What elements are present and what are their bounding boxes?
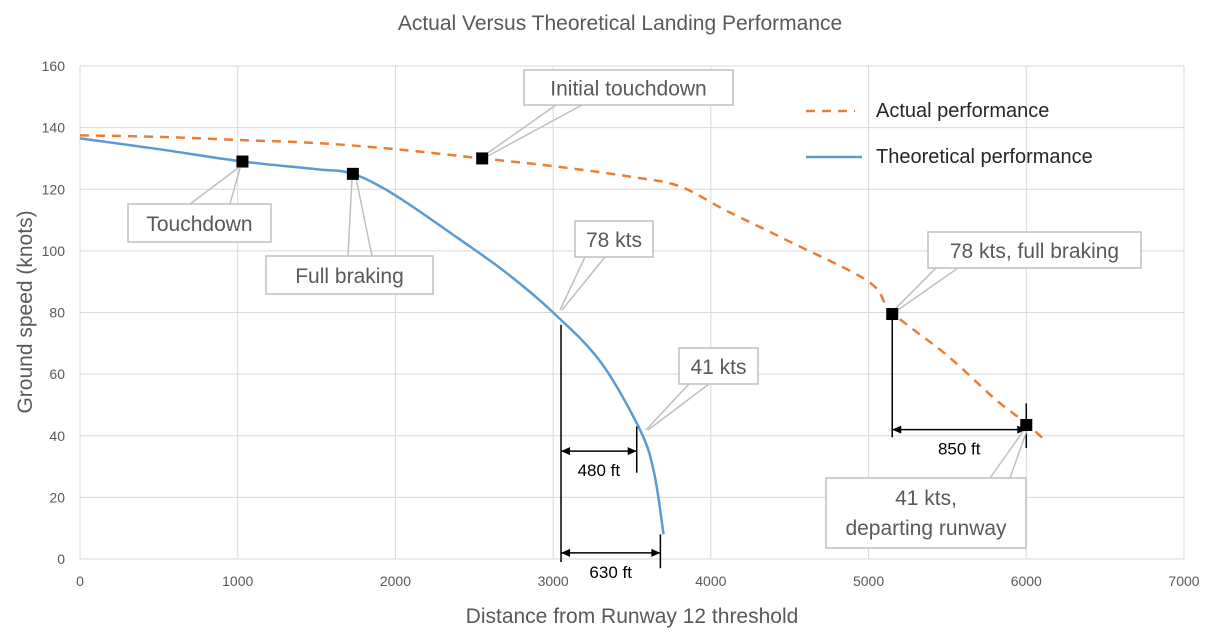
- callout-label: 41 kts,: [895, 487, 957, 510]
- callout-leader: [1009, 429, 1028, 479]
- series-line-actual: [79, 134, 1048, 443]
- y-tick-label: 40: [49, 428, 65, 444]
- y-axis-label: Ground speed (knots): [14, 210, 37, 413]
- y-tick-label: 100: [42, 243, 66, 259]
- dimension-label: 630 ft: [589, 563, 632, 582]
- callout-label: departing runway: [845, 517, 1007, 540]
- legend-label-theoretical: Theoretical performance: [876, 146, 1093, 168]
- callout-leader: [189, 167, 239, 205]
- y-tick-label: 60: [49, 366, 65, 382]
- callout-box: [825, 477, 1027, 549]
- event-marker: [346, 167, 359, 180]
- y-tick-label: 160: [42, 58, 66, 74]
- series-lines: [79, 134, 1048, 535]
- markers: [236, 152, 1033, 431]
- chart-title: Actual Versus Theoretical Landing Perfor…: [398, 12, 842, 35]
- x-tick-label: 5000: [853, 573, 884, 589]
- callout-leader: [647, 383, 710, 431]
- series-line-theoretical: [79, 137, 665, 535]
- dimension-lines: 480 ft 630 ft 850 ft: [560, 315, 1028, 582]
- callout-leader: [561, 256, 606, 311]
- callout-leader: [645, 383, 690, 431]
- callout-leader: [891, 267, 937, 313]
- dimension-arrowhead: [627, 447, 637, 456]
- x-axis-label: Distance from Runway 12 threshold: [466, 605, 799, 628]
- callout-label: 41 kts: [690, 356, 746, 379]
- callout-label: 78 kts, full braking: [950, 240, 1119, 263]
- dimension-arrowhead: [561, 447, 571, 456]
- event-marker: [1020, 418, 1033, 431]
- event-marker: [236, 155, 249, 168]
- event-marker: [476, 152, 489, 165]
- callouts: Touchdown Full braking Initial touchdown 78…: [127, 69, 1142, 549]
- dimension-arrowhead: [651, 548, 661, 557]
- legend-label-actual: Actual performance: [876, 100, 1049, 122]
- callout-label: Full braking: [295, 265, 404, 288]
- x-tick-label: 6000: [1011, 573, 1042, 589]
- y-tick-label: 20: [49, 489, 65, 505]
- callout-leader: [485, 104, 583, 158]
- callout-label: 78 kts: [586, 229, 642, 252]
- callout-box: [927, 231, 1142, 269]
- callout-box: [523, 69, 734, 106]
- x-tick-label: 0: [76, 573, 84, 589]
- x-tick-label: 1000: [222, 573, 253, 589]
- dimension-arrowhead: [892, 425, 902, 434]
- x-tick-label: 2000: [380, 573, 411, 589]
- y-tick-label: 140: [42, 120, 66, 136]
- callout-leader: [559, 256, 586, 311]
- x-tick-label: 7000: [1168, 573, 1199, 589]
- x-tick-label: 4000: [695, 573, 726, 589]
- legend: Actual performance Theoretical performan…: [806, 100, 1093, 168]
- callout-leader: [229, 167, 241, 205]
- callout-leader: [481, 104, 557, 158]
- callout-leader: [355, 177, 373, 257]
- dimension-label: 480 ft: [578, 461, 621, 480]
- dimension-label: 850 ft: [938, 440, 981, 459]
- y-tick-label: 120: [42, 181, 66, 197]
- callout-leader: [989, 429, 1025, 479]
- tick-labels: 0 20 40 60 80 100 120 140 160 0 1000 2000 3000 4000 50…: [42, 58, 1200, 589]
- callout-box: [678, 347, 759, 385]
- callout-box: [265, 255, 434, 295]
- callout-box: [574, 220, 654, 258]
- x-tick-label: 3000: [538, 573, 569, 589]
- callout-leader: [347, 177, 353, 257]
- callout-label: Initial touchdown: [550, 78, 706, 101]
- callout-label: Touchdown: [146, 213, 252, 236]
- y-tick-label: 0: [57, 551, 65, 567]
- dimension-arrowhead: [561, 548, 571, 557]
- callout-box: [127, 203, 272, 243]
- event-marker: [886, 308, 899, 321]
- y-tick-label: 80: [49, 305, 65, 321]
- callout-leader: [894, 267, 959, 313]
